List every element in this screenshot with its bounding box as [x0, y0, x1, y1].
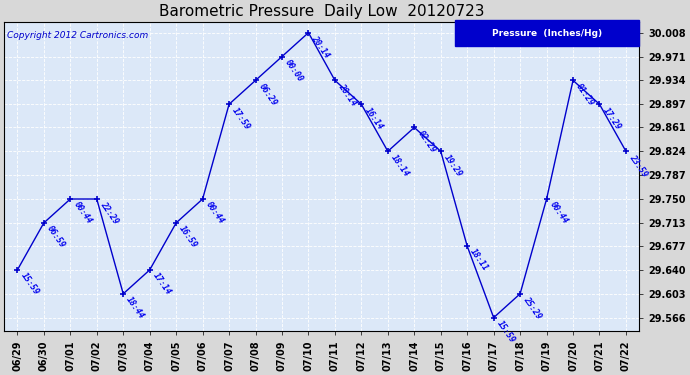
- Text: 18:44: 18:44: [125, 295, 146, 321]
- Text: 06:29: 06:29: [257, 82, 279, 107]
- Text: 01:29: 01:29: [574, 82, 596, 107]
- Text: 23:59: 23:59: [627, 153, 649, 178]
- Text: 20:14: 20:14: [310, 34, 331, 60]
- Text: 25:29: 25:29: [522, 295, 543, 321]
- Text: 22:29: 22:29: [98, 200, 120, 226]
- Text: 18:11: 18:11: [469, 248, 491, 273]
- Text: 17:29: 17:29: [601, 106, 622, 131]
- Text: 00:44: 00:44: [72, 200, 93, 226]
- Text: 17:14: 17:14: [151, 272, 172, 297]
- Text: 06:59: 06:59: [46, 224, 67, 250]
- Text: 20:14: 20:14: [336, 82, 358, 107]
- Title: Barometric Pressure  Daily Low  20120723: Barometric Pressure Daily Low 20120723: [159, 4, 484, 19]
- Text: 00:44: 00:44: [204, 200, 226, 226]
- Text: 02:29: 02:29: [415, 129, 437, 154]
- Text: 00:00: 00:00: [284, 58, 305, 84]
- Text: Pressure  (Inches/Hg): Pressure (Inches/Hg): [492, 28, 602, 38]
- FancyBboxPatch shape: [455, 20, 639, 46]
- Text: 19:29: 19:29: [442, 153, 464, 178]
- Text: 16:59: 16:59: [177, 224, 199, 250]
- Text: 15:59: 15:59: [495, 319, 517, 345]
- Text: 15:59: 15:59: [19, 272, 41, 297]
- Text: 18:14: 18:14: [389, 153, 411, 178]
- Text: 00:44: 00:44: [548, 200, 570, 226]
- Text: Copyright 2012 Cartronics.com: Copyright 2012 Cartronics.com: [8, 31, 148, 40]
- Text: 16:14: 16:14: [363, 106, 384, 131]
- Text: 17:59: 17:59: [230, 106, 252, 131]
